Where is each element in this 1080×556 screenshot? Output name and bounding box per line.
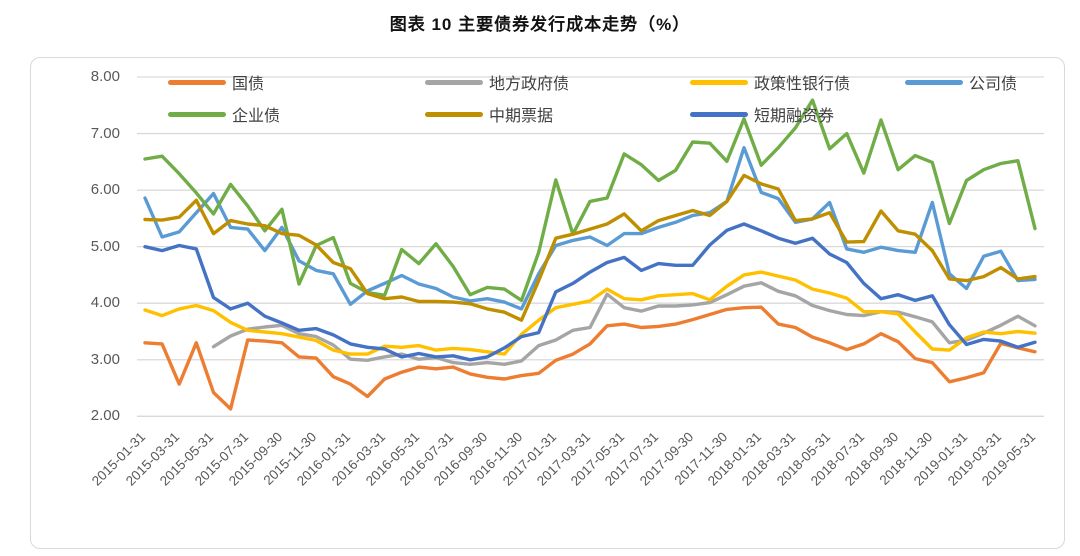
legend-label: 短期融资券 [754,108,835,125]
legend-swatch-icon [690,79,748,85]
series-line-3 [143,146,1037,311]
legend-item-1: 地方政府债 [425,72,570,93]
legend-label: 国债 [232,76,265,93]
y-tick-label: 7.00 [90,124,120,142]
legend-item-3: 公司债 [905,72,1018,93]
series-line-4 [143,98,1037,303]
legend-swatch-icon [425,79,483,85]
y-tick-label: 3.00 [90,350,120,368]
y-tick-label: 2.00 [90,407,120,425]
legend-swatch-icon [168,79,226,85]
legend-item-0: 国债 [168,72,265,93]
legend-label: 企业债 [232,108,281,125]
series-line-5 [143,173,1037,322]
legend-item-2: 政策性银行债 [690,72,851,93]
legend-swatch-icon [425,111,483,117]
legend-swatch-icon [690,111,748,117]
legend-label: 地方政府债 [489,76,570,93]
series-line-6 [143,222,1037,362]
y-tick-label: 5.00 [90,237,120,255]
legend-label: 政策性银行债 [754,76,851,93]
series-line-0 [143,305,1037,411]
y-tick-label: 4.00 [90,294,120,312]
legend-swatch-icon [905,79,963,85]
legend-label: 中期票据 [489,108,554,125]
legend-item-6: 短期融资券 [690,104,835,125]
legend-label: 公司债 [969,76,1018,93]
page-title: 图表 10 主要债券发行成本走势（%） [389,15,691,34]
y-tick-label: 8.00 [90,68,120,85]
series-line-2 [143,270,1037,356]
legend-item-4: 企业债 [168,104,281,125]
y-tick-label: 6.00 [90,181,120,199]
legend-item-5: 中期票据 [425,104,554,125]
legend-swatch-icon [168,111,226,117]
